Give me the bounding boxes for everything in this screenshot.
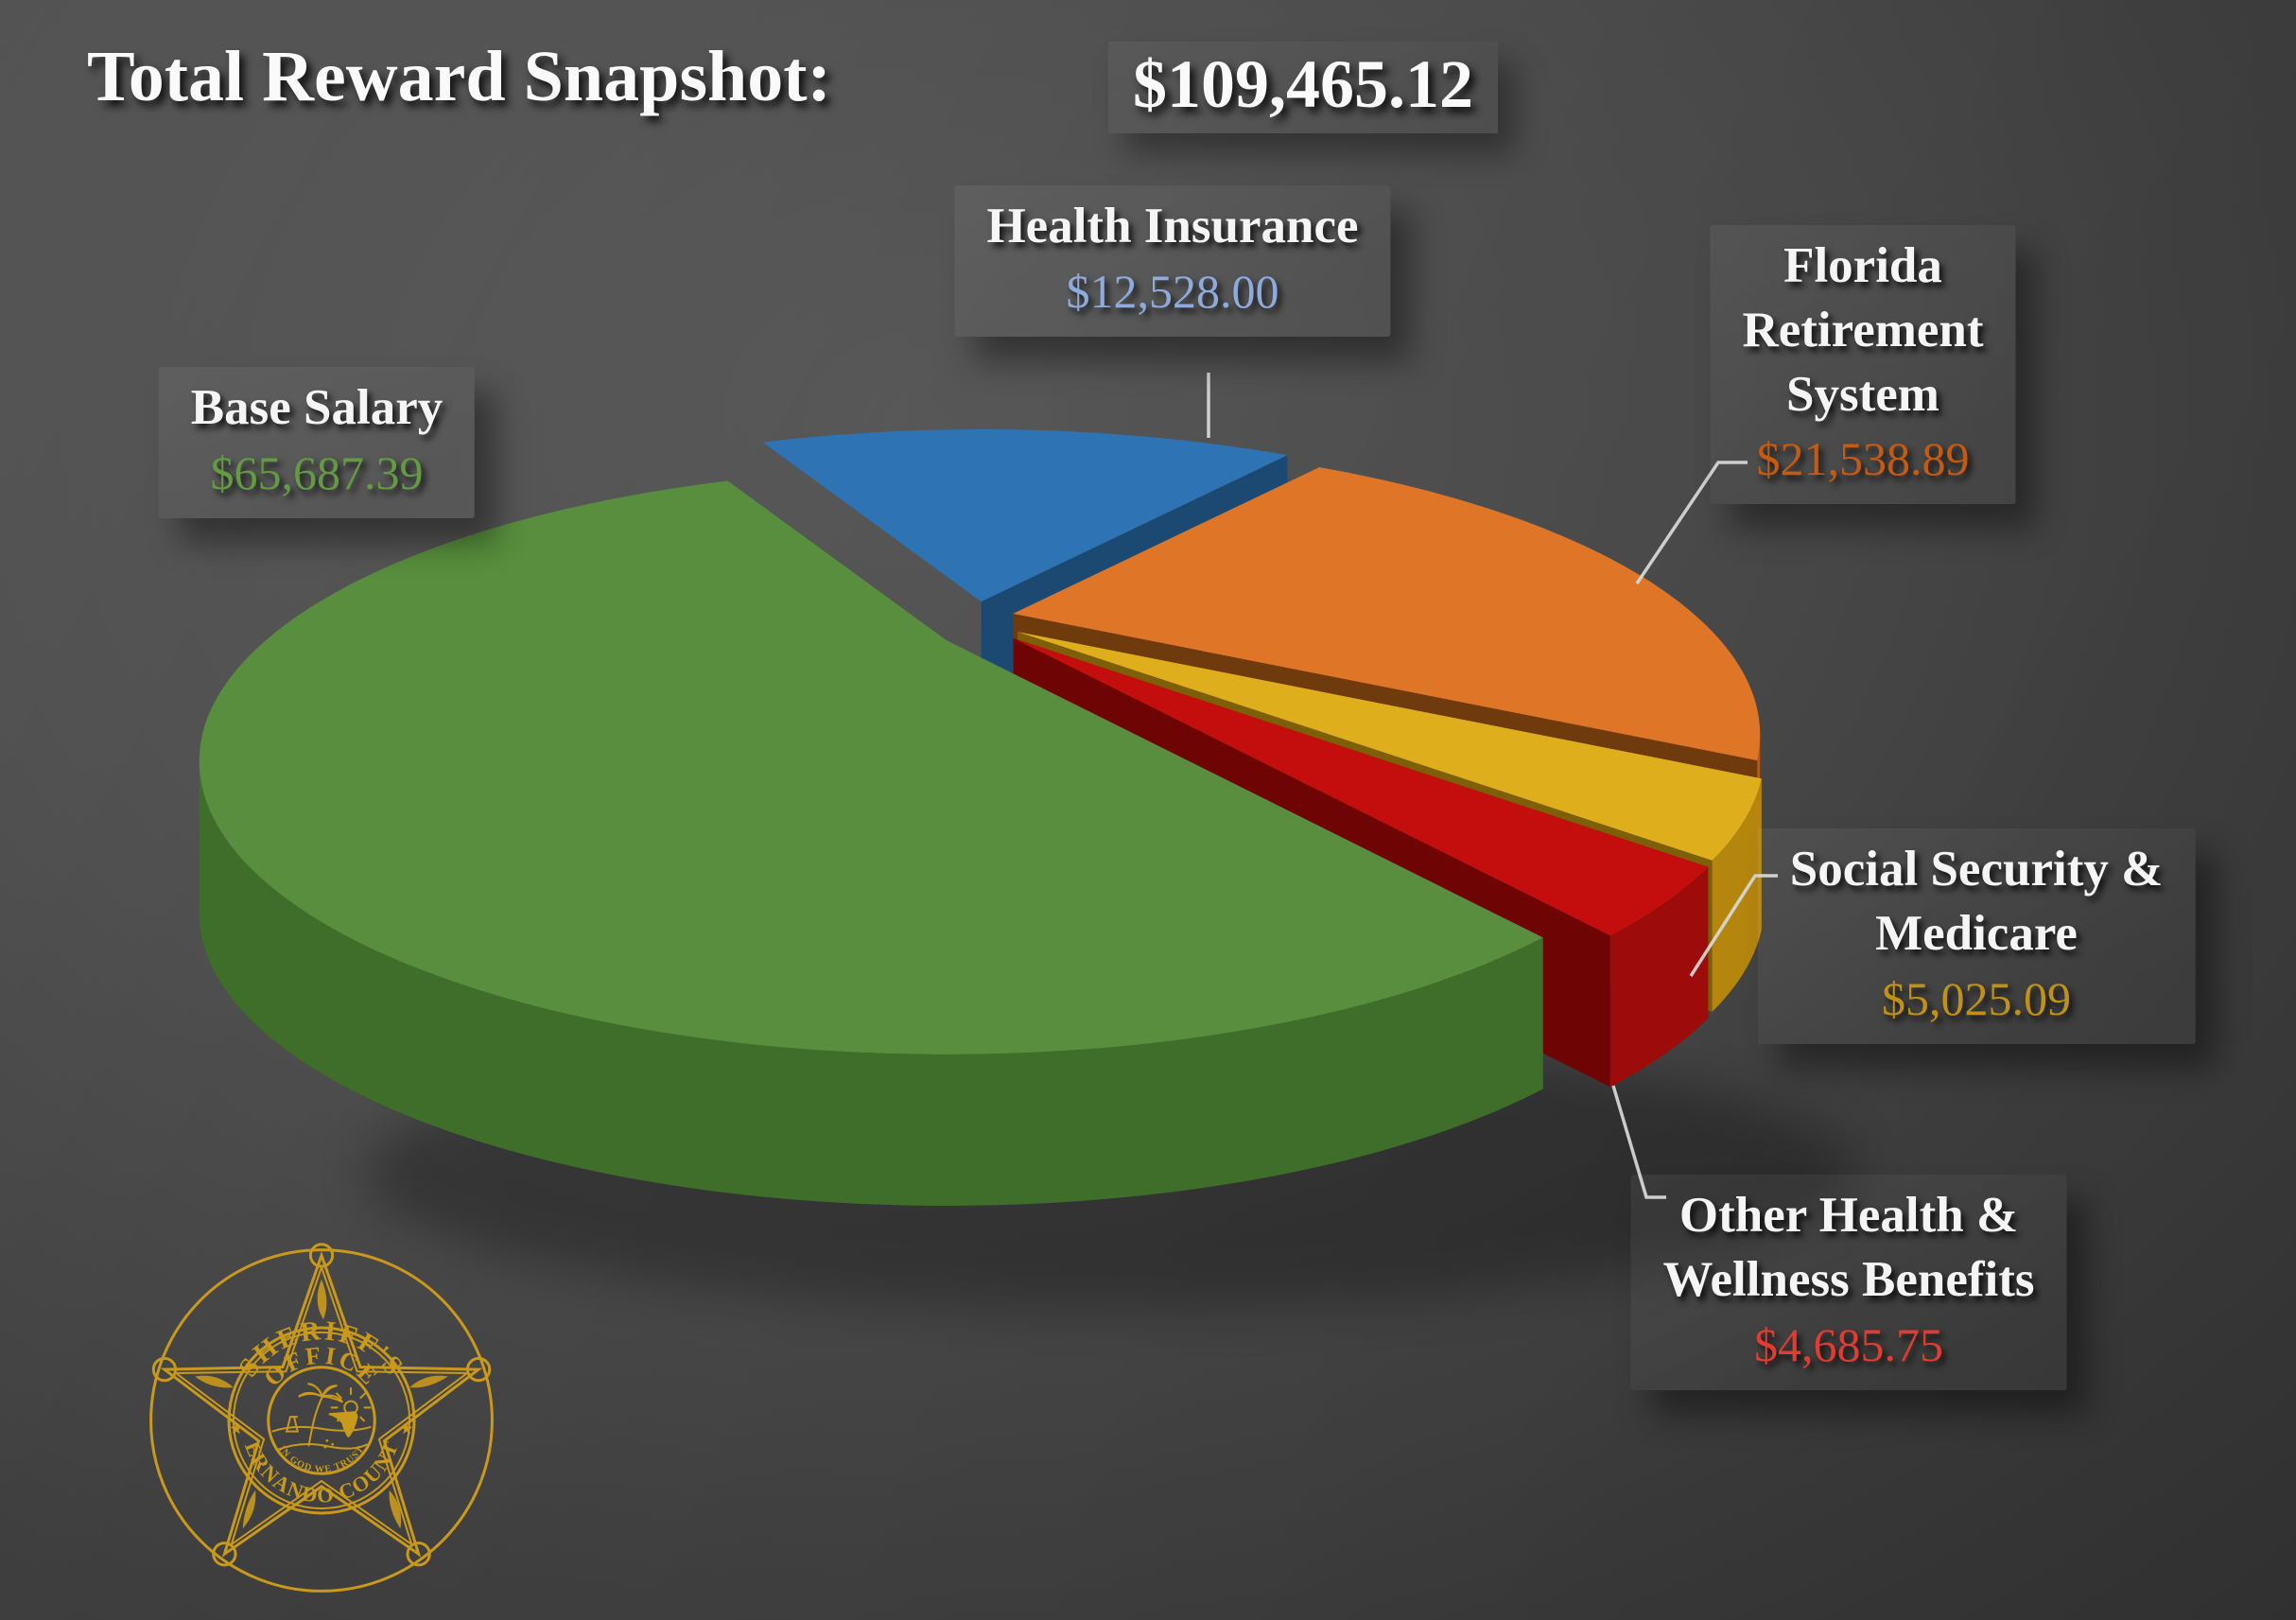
callout-social-security-medicare: Social Security & Medicare $5,025.09 (1757, 828, 2196, 1044)
badge-band-inner-ring (234, 1333, 409, 1508)
page-title: Total Reward Snapshot: (87, 37, 831, 116)
leader-line-florida-retirement-system (1635, 461, 1748, 584)
pie-slice-side-other-health-wellness-benefits (1609, 866, 1709, 1088)
callout-label: Medicare (1875, 905, 2078, 961)
pie-slice-side-base-salary (199, 760, 1543, 1206)
callout-label: Other Health & (1679, 1188, 2019, 1243)
callout-other-health-wellness: Other Health & Wellness Benefits $4,685.… (1630, 1175, 2067, 1390)
callout-florida-retirement-system: Florida Retirement System $21,538.89 (1710, 225, 2016, 505)
badge-outer-circle (151, 1250, 493, 1592)
sand-dots (323, 1438, 334, 1449)
leader-line-social-security-medicare (1689, 874, 1778, 977)
badge-star-tip-balls (153, 1245, 489, 1565)
callout-amount: $4,685.75 (1753, 1317, 1943, 1371)
pie-slice-other-health-wellness-benefits (1013, 637, 1709, 936)
pie-slice-base-salary (199, 480, 1543, 1054)
shoreline (272, 1427, 372, 1432)
callout-label: Social Security & (1789, 842, 2164, 897)
callout-amount: $65,687.39 (210, 445, 424, 499)
pie-slice-social-security-medicare (1017, 632, 1762, 861)
pie-slice-florida-retirement-system (1013, 467, 1761, 761)
callout-label: Wellness Benefits (1662, 1251, 2035, 1307)
pie-slice-side-social-security-medicare (1712, 778, 1762, 1012)
badge-star-inner-outline (176, 1267, 467, 1544)
badge-band-star-left: ★ (230, 1422, 243, 1437)
badge-band-outer-ring (229, 1328, 414, 1513)
callout-label: Retirement (1742, 302, 1984, 357)
palm-tree-icon (299, 1384, 343, 1446)
sheriffs-office-badge-logo: ★ ★ SHERIFF'S OFFICE HERNANDO COUNTY IN … (138, 1237, 505, 1604)
callout-base-salary: Base Salary $65,687.39 (158, 367, 476, 518)
callout-label: Florida (1783, 238, 1942, 293)
callout-label: System (1786, 366, 1939, 422)
callout-amount: $21,538.89 (1756, 432, 1970, 486)
badge-seal-scene (272, 1384, 372, 1450)
badge-star-outline (165, 1255, 478, 1554)
ground (277, 1444, 367, 1450)
leader-line-other-health-wellness (1611, 1085, 1666, 1199)
callout-label: Base Salary (190, 380, 444, 435)
callout-health-insurance: Health Insurance $12,528.00 (954, 185, 1391, 337)
badge-leaf-decorations (195, 1279, 448, 1529)
pie-slice-health-insurance (762, 429, 1288, 602)
callout-amount: $5,025.09 (1882, 971, 2071, 1025)
total-amount: $109,465.12 (1108, 42, 1498, 133)
badge-seal-circle (269, 1367, 375, 1474)
callout-amount: $12,528.00 (1066, 264, 1279, 318)
callout-label: Health Insurance (986, 199, 1359, 253)
lighthouse-icon (287, 1417, 298, 1432)
florida-map-shape (328, 1411, 358, 1438)
badge-band-star-right: ★ (401, 1422, 414, 1437)
